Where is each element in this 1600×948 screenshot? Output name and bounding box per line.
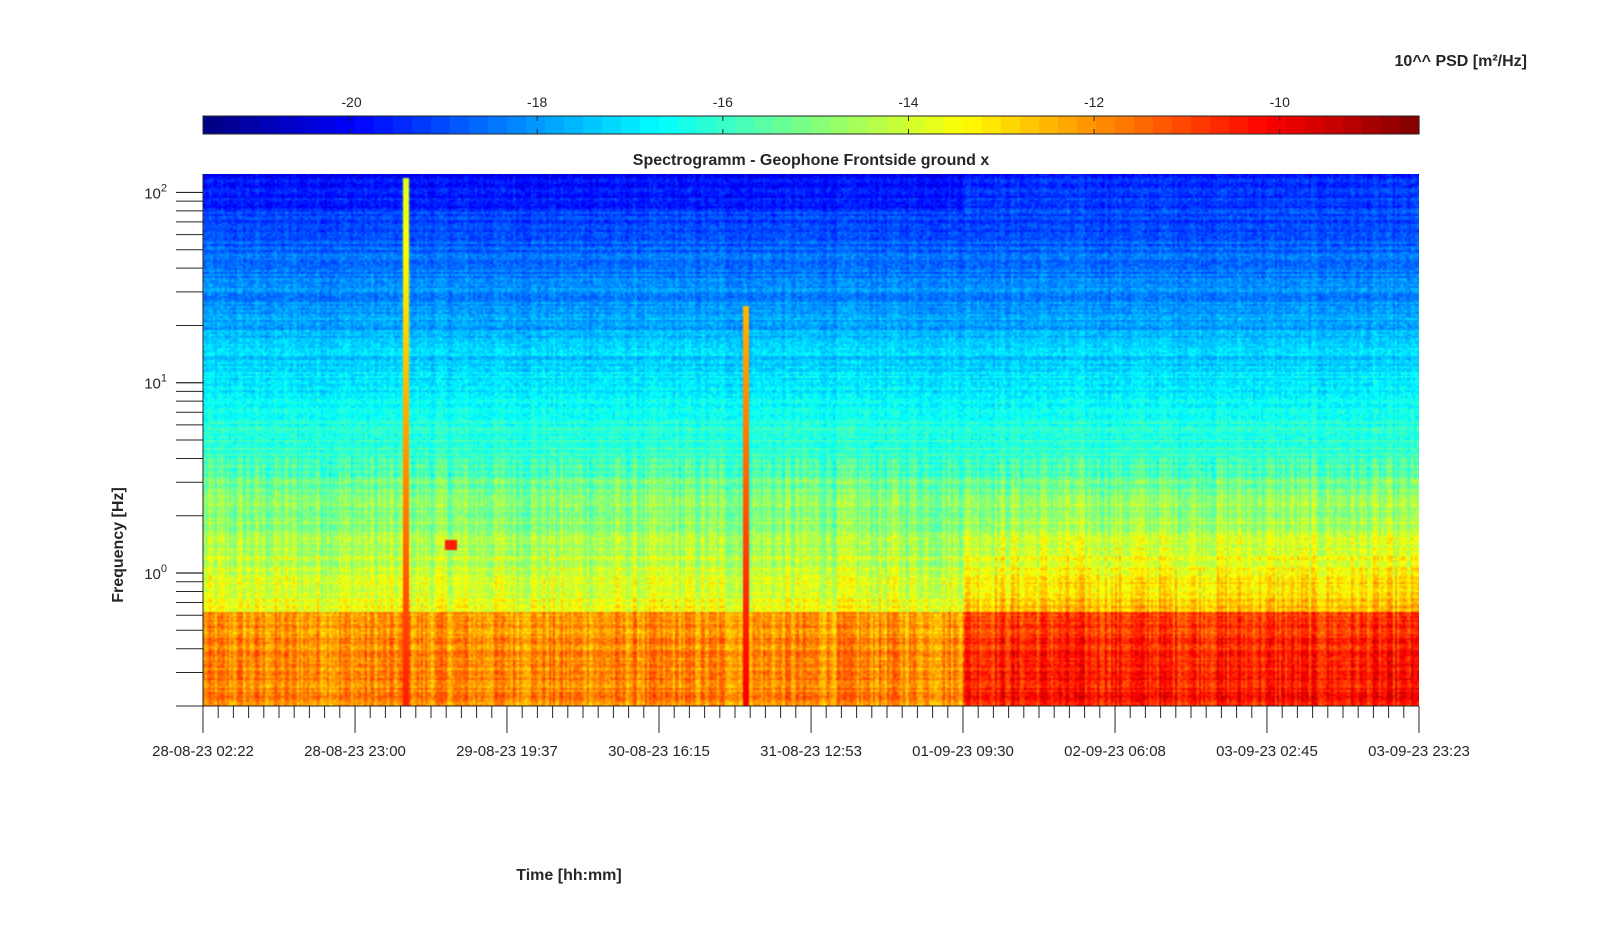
colorbar-cell — [1096, 116, 1116, 134]
colorbar-cell — [526, 116, 546, 134]
colorbar-cell — [1362, 116, 1382, 134]
colorbar-cell — [1248, 116, 1268, 134]
colorbar-cell — [488, 116, 508, 134]
colorbar-cell — [754, 116, 774, 134]
colorbar-ticks: -20 -18 -16 -14 -12 -10 — [341, 94, 1290, 134]
colorbar-cell — [1210, 116, 1230, 134]
colorbar-cell — [298, 116, 318, 134]
plot-area — [203, 174, 1419, 706]
colorbar-cell — [431, 116, 451, 134]
colorbar-cell — [1267, 116, 1287, 134]
colorbar-cell — [735, 116, 755, 134]
colorbar-cell — [1020, 116, 1040, 134]
colorbar-cell — [773, 116, 793, 134]
colorbar-cell — [1001, 116, 1021, 134]
colorbar-cell — [1324, 116, 1344, 134]
colorbar-cell — [697, 116, 717, 134]
colorbar-cell — [1343, 116, 1363, 134]
colorbar-tick-label: -20 — [341, 94, 361, 110]
colorbar-cell — [1172, 116, 1192, 134]
x-axis-label: Time [hh:mm] — [516, 867, 621, 884]
colorbar-cell — [222, 116, 242, 134]
x-tick-label: 28-08-23 23:00 — [304, 743, 406, 760]
colorbar-tick-label: -10 — [1270, 94, 1290, 110]
colorbar-cell — [1134, 116, 1154, 134]
colorbar-cell — [621, 116, 641, 134]
colorbar-cell — [545, 116, 565, 134]
colorbar-cell — [982, 116, 1002, 134]
colorbar-cell — [849, 116, 869, 134]
colorbar-cell — [944, 116, 964, 134]
colorbar-cell — [830, 116, 850, 134]
colorbar-cell — [906, 116, 926, 134]
colorbar-cell — [659, 116, 679, 134]
colorbar-cell — [412, 116, 432, 134]
x-tick-label: 03-09-23 23:23 — [1368, 743, 1470, 760]
y-axis-label: Frequency [Hz] — [110, 487, 127, 603]
x-tick-label: 30-08-23 16:15 — [608, 743, 710, 760]
colorbar-cell — [925, 116, 945, 134]
colorbar-cell — [1400, 116, 1420, 134]
colorbar-cell — [640, 116, 660, 134]
x-axis: 28-08-23 02:22 28-08-23 23:00 29-08-23 19:… — [152, 705, 1470, 760]
colorbar-frame — [202, 115, 1420, 135]
colorbar-cell — [1039, 116, 1059, 134]
y-tick-label: 102 — [144, 182, 167, 202]
colorbar-cell — [1305, 116, 1325, 134]
colorbar-cell — [279, 116, 299, 134]
colorbar-cell — [241, 116, 261, 134]
colorbar-cell — [963, 116, 983, 134]
y-tick-label: 101 — [144, 373, 167, 393]
colorbar-cell — [868, 116, 888, 134]
colorbar-cell — [469, 116, 489, 134]
colorbar-cell — [1058, 116, 1078, 134]
x-tick-label: 31-08-23 12:53 — [760, 743, 862, 760]
colorbar-tick-label: -14 — [898, 94, 918, 110]
colorbar-cell — [1381, 116, 1401, 134]
colorbar-cell — [260, 116, 280, 134]
colorbar-tick-label: -16 — [713, 94, 733, 110]
colorbar-cell — [678, 116, 698, 134]
colorbar-cell — [336, 116, 356, 134]
colorbar-cell — [811, 116, 831, 134]
colorbar-tick-label: -18 — [527, 94, 547, 110]
colorbar-cell — [374, 116, 394, 134]
chart-title: Spectrogramm - Geophone Frontside ground… — [633, 152, 990, 169]
colorbar-cell — [203, 116, 223, 134]
colorbar-cell — [887, 116, 907, 134]
colorbar-cell — [792, 116, 812, 134]
colorbar-cell — [1115, 116, 1135, 134]
spectrogram-image — [203, 174, 1419, 706]
colorbar-cell — [317, 116, 337, 134]
colorbar-cell — [1286, 116, 1306, 134]
colorbar-cell — [564, 116, 584, 134]
x-tick-label: 29-08-23 19:37 — [456, 743, 558, 760]
colorbar-cell — [393, 116, 413, 134]
colorbar-cell — [450, 116, 470, 134]
colorbar: -20 -18 -16 -14 -12 -10 — [202, 94, 1420, 135]
colorbar-cell — [716, 116, 736, 134]
x-tick-label: 01-09-23 09:30 — [912, 743, 1014, 760]
x-tick-label: 02-09-23 06:08 — [1064, 743, 1166, 760]
colorbar-tick-label: -12 — [1084, 94, 1104, 110]
x-tick-label: 03-09-23 02:45 — [1216, 743, 1318, 760]
colorbar-label: 10^^ PSD [m²/Hz] — [1395, 53, 1527, 70]
colorbar-cell — [1153, 116, 1173, 134]
colorbar-cell — [583, 116, 603, 134]
colorbar-cell — [507, 116, 527, 134]
colorbar-cell — [355, 116, 375, 134]
x-tick-label: 28-08-23 02:22 — [152, 743, 254, 760]
colorbar-cell — [1191, 116, 1211, 134]
colorbar-cells — [203, 116, 1420, 134]
y-tick-label: 100 — [144, 563, 167, 583]
y-axis: 100 101 102 — [144, 174, 204, 707]
colorbar-cell — [1077, 116, 1097, 134]
colorbar-cell — [1229, 116, 1249, 134]
colorbar-cell — [602, 116, 622, 134]
